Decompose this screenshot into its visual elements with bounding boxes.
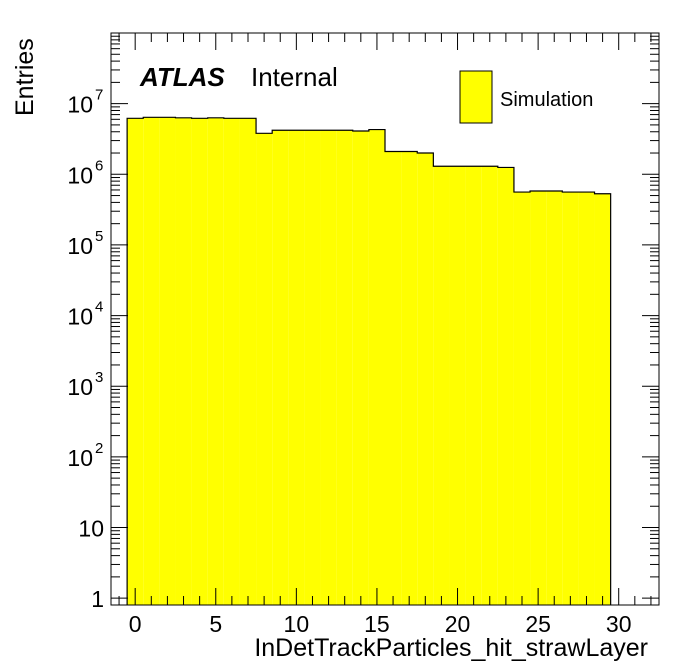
histogram-bar <box>239 118 257 606</box>
y-tick-label: 10 <box>67 233 93 259</box>
y-tick-label: 10 <box>67 374 93 400</box>
x-tick-label: 25 <box>525 611 551 637</box>
histogram-bar <box>401 151 418 606</box>
histogram-bar <box>127 118 144 606</box>
histogram-bar <box>385 151 402 606</box>
y-tick-exponent: 7 <box>95 87 103 104</box>
y-tick-exponent: 2 <box>95 440 103 457</box>
histogram-bars <box>126 116 612 606</box>
histogram-bar <box>288 130 305 605</box>
histogram-bar <box>481 166 498 606</box>
y-tick-label: 1 <box>91 586 104 612</box>
y-axis-ticks <box>111 35 659 599</box>
y-tick-exponent: 6 <box>95 157 103 174</box>
histogram-bar <box>433 166 450 606</box>
x-tick-label: 30 <box>606 611 632 637</box>
histogram-bar <box>465 166 482 606</box>
histogram-bar <box>320 130 337 605</box>
histogram-bar <box>546 191 563 605</box>
y-tick-label: 10 <box>67 92 93 118</box>
histogram-bar <box>191 118 208 606</box>
y-tick-label: 10 <box>67 445 93 471</box>
histogram-bar <box>513 192 531 606</box>
histogram-bar <box>175 117 192 605</box>
histogram-bar <box>352 130 369 605</box>
y-tick-exponent: 5 <box>95 228 103 245</box>
histogram-bar <box>256 133 273 606</box>
histogram-bar <box>530 191 547 605</box>
y-tick-label: 10 <box>67 304 93 330</box>
x-axis-label: InDetTrackParticles_hit_strawLayer <box>254 634 648 662</box>
y-tick-label: 10 <box>78 516 104 542</box>
x-tick-labels: 0 5 10 15 20 25 30 <box>129 611 632 637</box>
histogram-bar <box>272 130 289 605</box>
x-tick-label: 5 <box>209 611 222 637</box>
legend-entry: Simulation <box>500 89 593 111</box>
x-tick-label: 15 <box>364 611 390 637</box>
x-tick-label: 10 <box>284 611 310 637</box>
histogram-bar <box>594 193 611 605</box>
legend-swatch <box>459 70 493 124</box>
histogram-bar <box>578 192 595 606</box>
y-axis-label: Entries <box>11 38 39 116</box>
histogram-bar <box>497 167 514 606</box>
y-tick-label: 10 <box>67 162 93 188</box>
x-tick-label: 0 <box>129 611 142 637</box>
histogram-bar <box>417 153 434 605</box>
y-tick-exponent: 3 <box>95 369 103 386</box>
x-tick-label: 20 <box>445 611 471 637</box>
histogram-bar <box>368 129 385 605</box>
histogram-bar <box>304 130 321 605</box>
histogram-bar <box>207 117 224 605</box>
atlas-label: ATLAS <box>139 62 225 92</box>
histogram-bar <box>449 166 466 606</box>
histogram-bar <box>562 192 579 606</box>
internal-label: Internal <box>251 62 338 92</box>
histogram-bar <box>336 130 353 605</box>
x-axis-ticks <box>118 33 652 605</box>
histogram-bar <box>143 117 160 606</box>
y-tick-exponent: 4 <box>95 299 103 316</box>
histogram-bar <box>159 117 176 606</box>
histogram-outline <box>126 116 612 605</box>
histogram-bar <box>223 118 240 606</box>
